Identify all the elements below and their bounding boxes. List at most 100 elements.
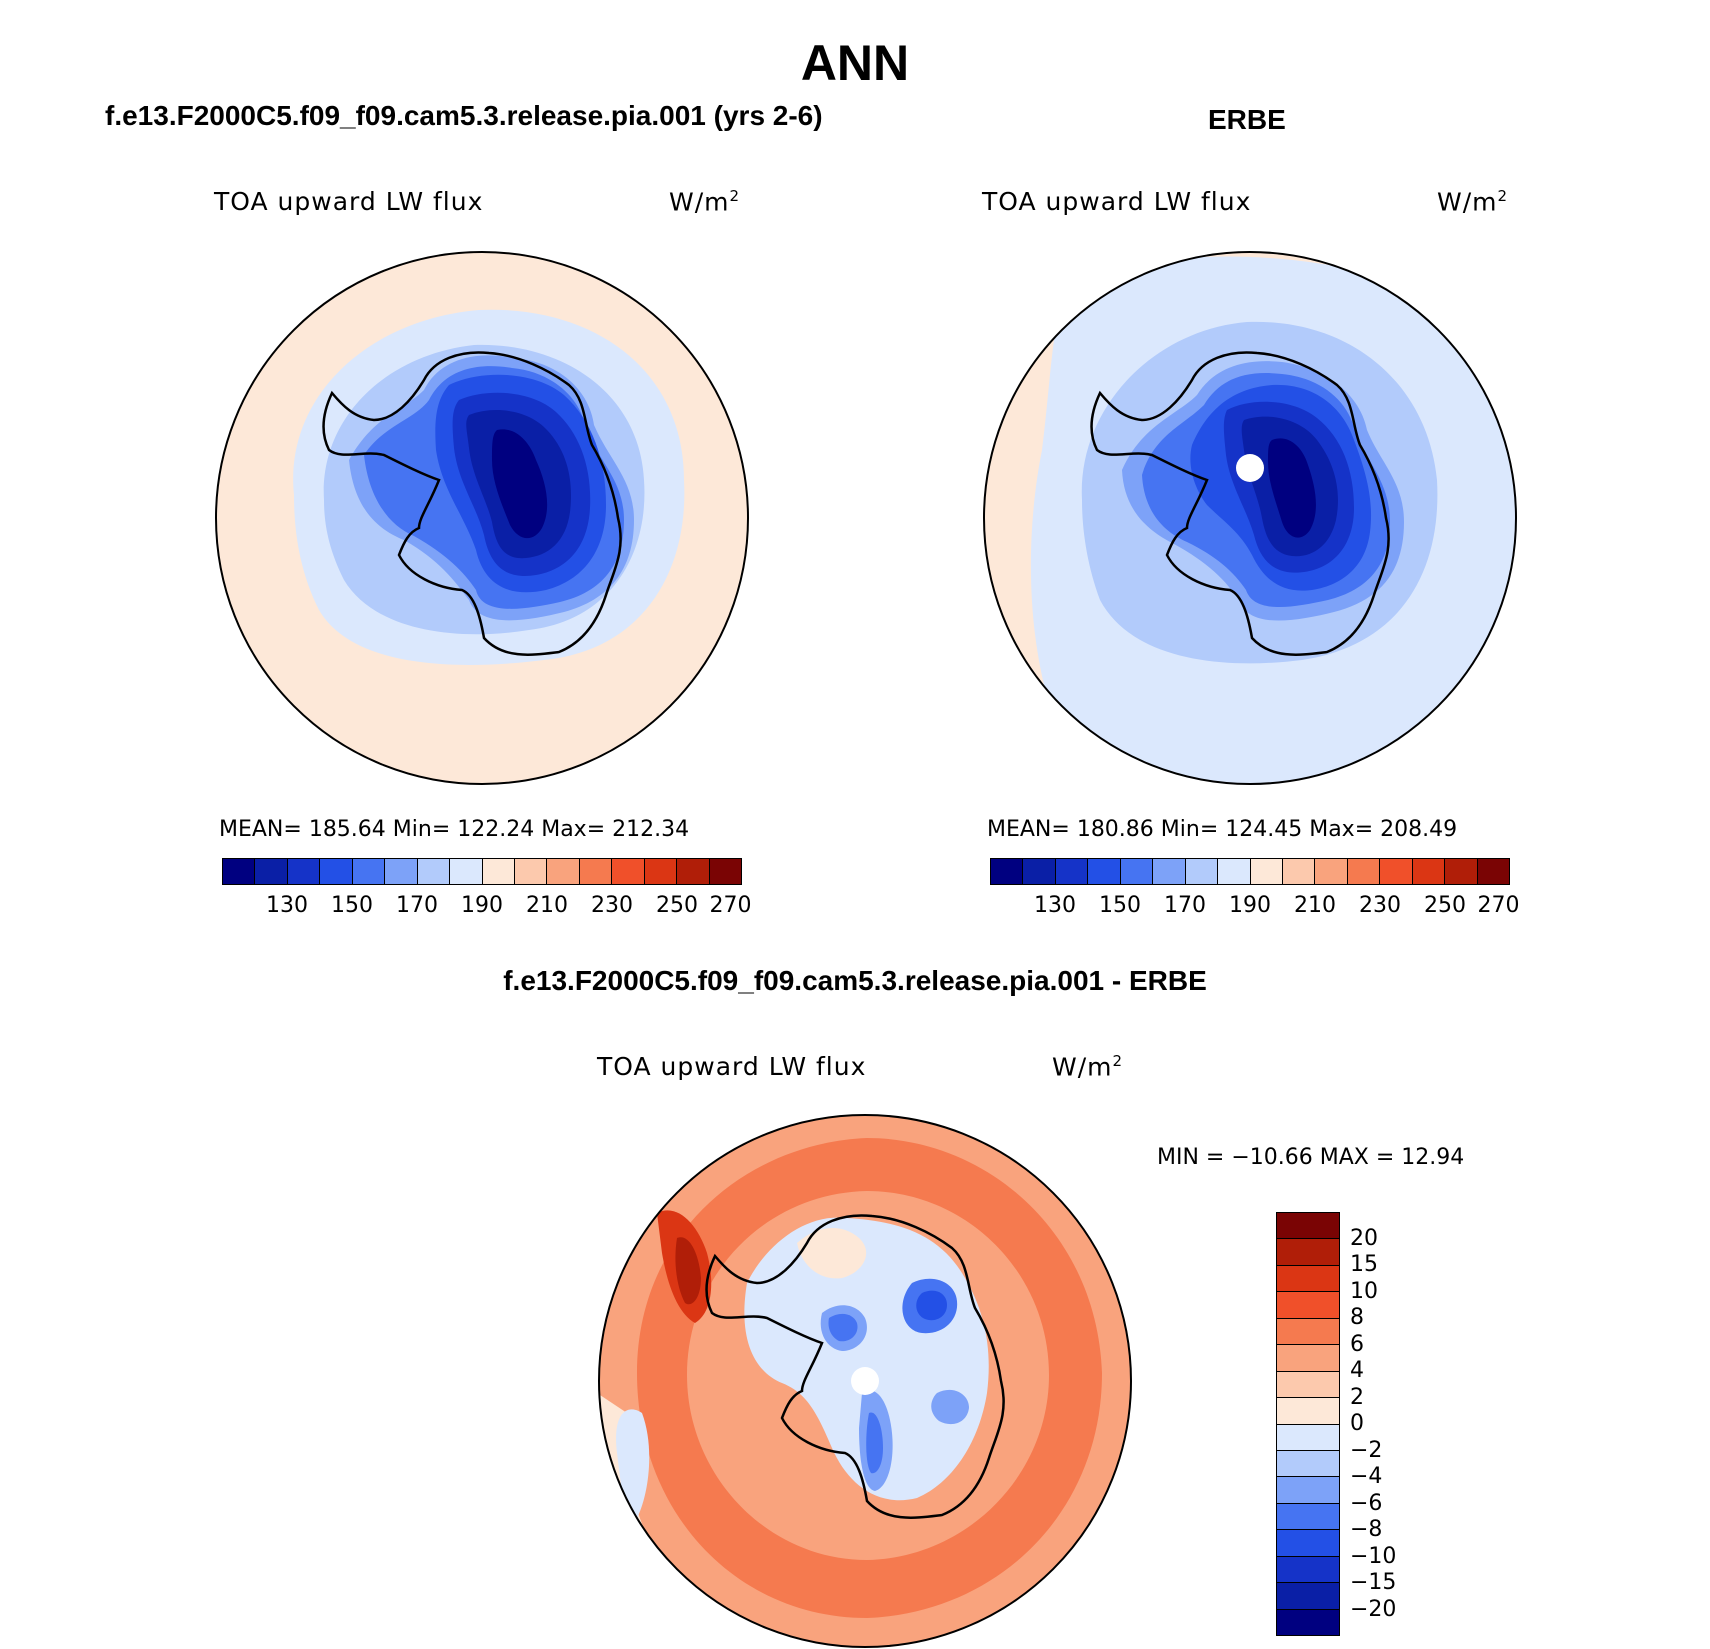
missing-data-pole <box>851 1367 879 1395</box>
colorbar-cell <box>709 859 741 884</box>
colorbar-cell <box>1277 1265 1339 1293</box>
colorbar-tick: 190 <box>461 893 503 918</box>
colorbar-tick: 4 <box>1350 1358 1364 1383</box>
contour-band-neg6 <box>931 1389 969 1425</box>
colorbar-cell <box>385 859 418 884</box>
colorbar-tick: 10 <box>1350 1278 1378 1304</box>
colorbar-cell <box>1277 1583 1339 1610</box>
colorbar-cell <box>1277 1398 1339 1425</box>
colorbar-tick: 2 <box>1350 1384 1364 1410</box>
colorbar-tick: −15 <box>1350 1570 1397 1595</box>
colorbar-cell <box>1055 859 1089 884</box>
contour-band-15 <box>675 1237 701 1305</box>
colorbar-cell <box>1088 859 1121 884</box>
colorbar-cell <box>1347 859 1381 884</box>
contour-band-130 <box>1268 438 1316 538</box>
colorbar-cell <box>1277 1371 1339 1399</box>
polar-map-model <box>215 251 749 785</box>
colorbar-model <box>222 858 742 885</box>
colorbar-cell <box>1277 1213 1339 1240</box>
colorbar-tick: 270 <box>709 893 752 918</box>
colorbar-tick: 190 <box>1229 893 1271 918</box>
colorbar-cell <box>255 859 288 884</box>
colorbar-cell <box>547 859 580 884</box>
map-boundary <box>983 251 1517 785</box>
colorbar-cell <box>1277 1292 1339 1319</box>
colorbar-cell <box>644 859 678 884</box>
diff-variable: TOA upward LW flux <box>597 1052 867 1081</box>
antarctica-coastline <box>1090 351 1390 656</box>
colorbar-tick: 230 <box>1359 893 1401 918</box>
colorbar-cell <box>1277 1556 1339 1584</box>
colorbar-difference <box>1276 1212 1340 1636</box>
colorbar-cell <box>1477 859 1509 884</box>
colorbar-cell <box>417 859 451 884</box>
colorbar-tick: 0 <box>1350 1411 1364 1436</box>
colorbar-tick: 210 <box>526 893 568 918</box>
colorbar-cell <box>482 859 515 884</box>
diff-minmax: MIN = −10.66 MAX = 12.94 <box>1157 1145 1465 1170</box>
colorbar-cell <box>1412 859 1446 884</box>
colorbar-cell <box>1250 859 1283 884</box>
colorbar-tick: 270 <box>1477 893 1520 918</box>
panel-model-stats: MEAN= 185.64 Min= 122.24 Max= 212.34 <box>219 817 690 842</box>
colorbar-obs <box>990 858 1510 885</box>
colorbar-tick: 15 <box>1350 1252 1378 1277</box>
colorbar-cell <box>223 859 256 884</box>
colorbar-cell <box>1277 1477 1339 1504</box>
colorbar-cell <box>677 859 710 884</box>
colorbar-tick: 250 <box>656 893 698 918</box>
panel-model-variable: TOA upward LW flux <box>214 187 484 216</box>
colorbar-cell <box>1277 1450 1339 1478</box>
colorbar-cell <box>514 859 548 884</box>
colorbar-cell <box>991 859 1024 884</box>
contour-band-neg8 <box>828 1313 858 1342</box>
colorbar-cell <box>352 859 386 884</box>
polar-map-difference <box>598 1114 1132 1648</box>
colorbar-cell <box>1282 859 1316 884</box>
panel-obs-stats: MEAN= 180.86 Min= 124.45 Max= 208.49 <box>987 817 1458 842</box>
contour-band-2 <box>797 1227 867 1279</box>
colorbar-cell <box>1277 1239 1339 1266</box>
colorbar-cell <box>1277 1424 1339 1451</box>
colorbar-cell <box>1277 1318 1339 1346</box>
contour-band-neg10 <box>916 1290 947 1321</box>
colorbar-cell <box>1277 1530 1339 1557</box>
colorbar-cell <box>612 859 645 884</box>
colorbar-tick: 8 <box>1350 1305 1364 1330</box>
colorbar-tick: −10 <box>1350 1543 1397 1569</box>
colorbar-cell <box>1218 859 1251 884</box>
missing-data-pole <box>1236 454 1264 482</box>
antarctica-coastline <box>705 1214 1005 1519</box>
colorbar-tick: 170 <box>396 893 438 918</box>
colorbar-cell <box>1445 859 1478 884</box>
colorbar-tick: 150 <box>331 893 373 918</box>
antarctica-coastline <box>322 351 622 656</box>
colorbar-tick: 150 <box>1099 893 1141 918</box>
colorbar-cell <box>450 859 483 884</box>
colorbar-tick: 250 <box>1424 893 1466 918</box>
colorbar-tick: 130 <box>1034 893 1076 918</box>
panel-obs-variable: TOA upward LW flux <box>982 187 1252 216</box>
diff-subtitle: f.e13.F2000C5.f09_f09.cam5.3.release.pia… <box>503 965 1207 996</box>
colorbar-cell <box>1277 1503 1339 1531</box>
map-boundary <box>215 251 749 785</box>
colorbar-difference-ticks: 20 15 10 8 6 4 2 0 −2 −4 −6 −8 −10 −15 −… <box>1350 1212 1430 1636</box>
colorbar-tick: 6 <box>1350 1331 1364 1357</box>
diff-units: W/m2 <box>1052 1052 1124 1082</box>
polar-map-obs <box>983 251 1517 785</box>
colorbar-tick: −6 <box>1350 1490 1383 1516</box>
colorbar-obs-ticks: 130 150 170 190 210 230 250 270 <box>990 893 1520 918</box>
colorbar-tick: 230 <box>591 893 633 918</box>
panel-model-subtitle: f.e13.F2000C5.f09_f09.cam5.3.release.pia… <box>105 100 823 131</box>
colorbar-tick: −2 <box>1350 1437 1383 1463</box>
colorbar-cell <box>1380 859 1413 884</box>
figure-title: ANN <box>800 35 910 91</box>
colorbar-cell <box>1277 1609 1339 1635</box>
colorbar-tick: 130 <box>266 893 308 918</box>
colorbar-cell <box>287 859 321 884</box>
colorbar-cell <box>1277 1345 1339 1372</box>
colorbar-tick: −4 <box>1350 1464 1383 1489</box>
colorbar-cell <box>1315 859 1348 884</box>
contour-band-130 <box>492 429 548 539</box>
